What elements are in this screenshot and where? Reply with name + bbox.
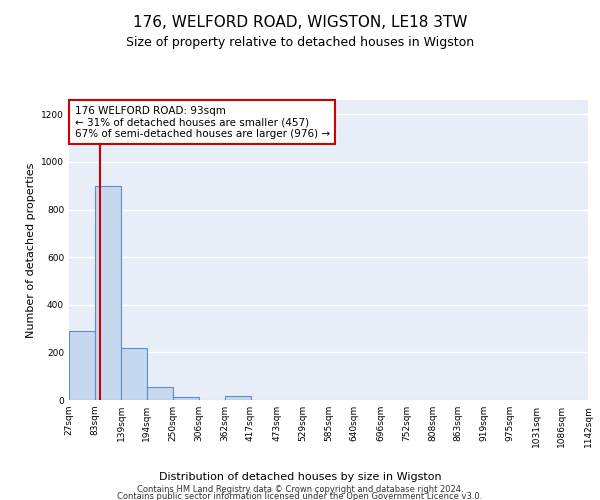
Text: Contains HM Land Registry data © Crown copyright and database right 2024.: Contains HM Land Registry data © Crown c… bbox=[137, 484, 463, 494]
Text: Contains public sector information licensed under the Open Government Licence v3: Contains public sector information licen… bbox=[118, 492, 482, 500]
Text: Distribution of detached houses by size in Wigston: Distribution of detached houses by size … bbox=[158, 472, 442, 482]
Bar bbox=[69, 331, 95, 400]
Bar bbox=[121, 348, 147, 400]
Bar bbox=[173, 397, 199, 400]
Y-axis label: Number of detached properties: Number of detached properties bbox=[26, 162, 35, 338]
Bar bbox=[147, 387, 173, 400]
Bar bbox=[225, 396, 251, 400]
Bar bbox=[95, 186, 121, 400]
Text: Size of property relative to detached houses in Wigston: Size of property relative to detached ho… bbox=[126, 36, 474, 49]
Text: 176 WELFORD ROAD: 93sqm
← 31% of detached houses are smaller (457)
67% of semi-d: 176 WELFORD ROAD: 93sqm ← 31% of detache… bbox=[74, 106, 329, 139]
Text: 176, WELFORD ROAD, WIGSTON, LE18 3TW: 176, WELFORD ROAD, WIGSTON, LE18 3TW bbox=[133, 15, 467, 30]
